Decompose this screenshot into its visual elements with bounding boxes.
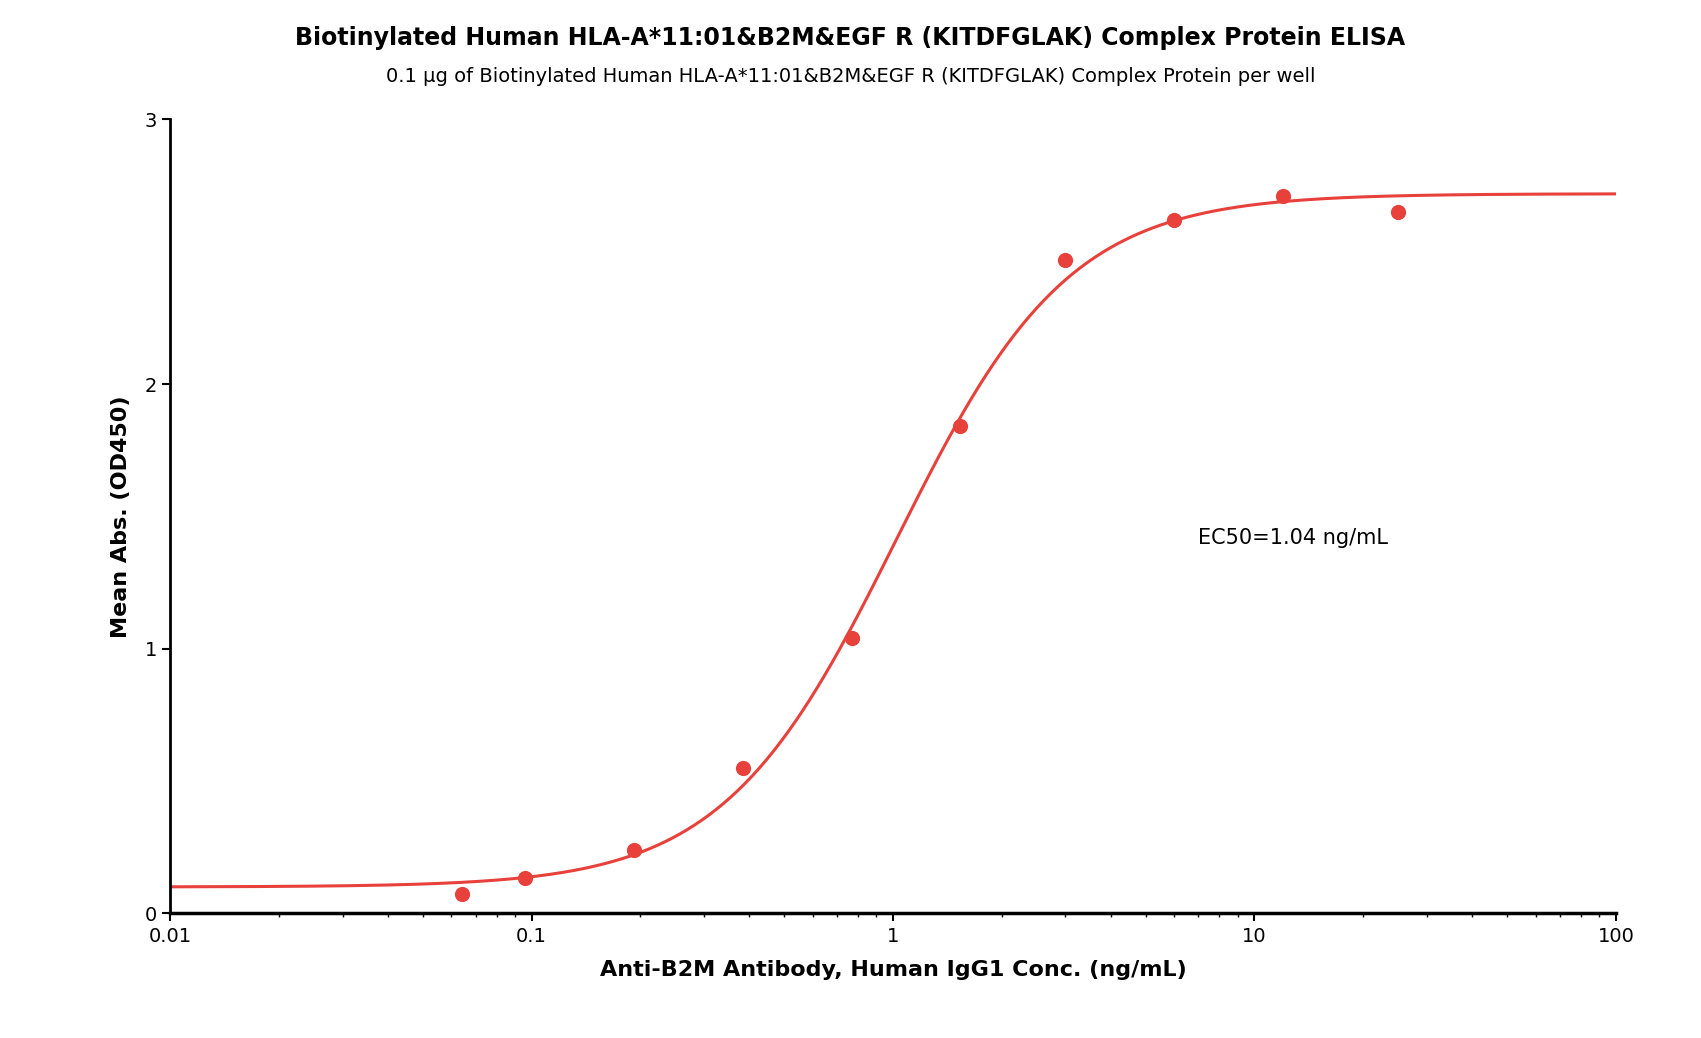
Text: EC50=1.04 ng/mL: EC50=1.04 ng/mL [1199,527,1388,548]
Point [1385,203,1412,220]
Point [1269,188,1296,204]
Point [512,870,539,886]
Y-axis label: Mean Abs. (OD450): Mean Abs. (OD450) [111,395,131,637]
Point [1051,251,1078,268]
Text: Biotinylated Human HLA-A*11:01&B2M&EGF R (KITDFGLAK) Complex Protein ELISA: Biotinylated Human HLA-A*11:01&B2M&EGF R… [296,26,1405,50]
Text: 0.1 μg of Biotinylated Human HLA-A*11:01&B2M&EGF R (KITDFGLAK) Complex Protein p: 0.1 μg of Biotinylated Human HLA-A*11:01… [386,67,1315,86]
Point [839,630,866,647]
Point [947,418,975,435]
X-axis label: Anti-B2M Antibody, Human IgG1 Conc. (ng/mL): Anti-B2M Antibody, Human IgG1 Conc. (ng/… [600,959,1186,980]
Point [730,760,757,776]
Point [1160,212,1187,228]
Point [447,885,475,902]
Point [621,842,648,858]
